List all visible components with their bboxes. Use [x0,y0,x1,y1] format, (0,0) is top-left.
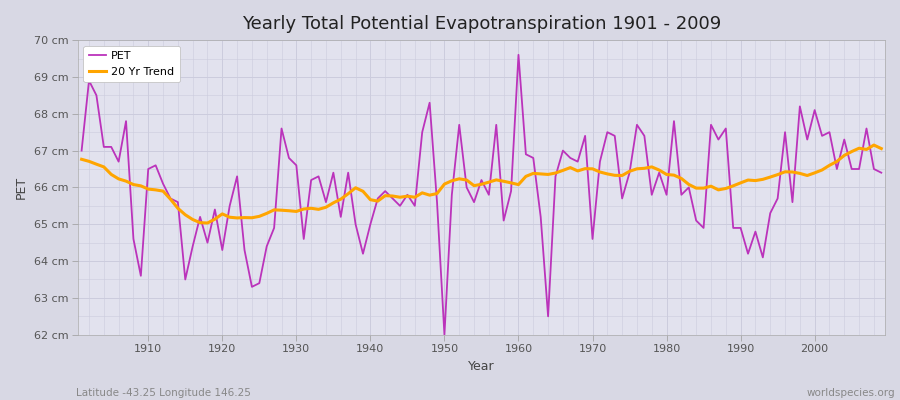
PET [513,52,524,57]
20 Yr Trend [76,157,87,162]
20 Yr Trend [350,185,361,190]
Text: worldspecies.org: worldspecies.org [807,388,896,398]
PET [298,236,309,241]
PET [520,152,531,157]
20 Yr Trend [520,174,531,179]
PET [343,170,354,175]
20 Yr Trend [876,146,886,151]
20 Yr Trend [306,206,317,211]
Y-axis label: PET: PET [15,176,28,199]
PET [876,170,886,175]
Legend: PET, 20 Yr Trend: PET, 20 Yr Trend [84,46,180,82]
20 Yr Trend [609,173,620,178]
20 Yr Trend [868,143,879,148]
PET [439,332,450,337]
PET [616,196,627,201]
20 Yr Trend [202,221,213,226]
PET [76,148,87,153]
PET [135,273,146,278]
Line: PET: PET [82,55,881,335]
20 Yr Trend [135,184,146,188]
PET [528,156,539,160]
X-axis label: Year: Year [468,360,495,373]
20 Yr Trend [513,182,524,187]
Line: 20 Yr Trend: 20 Yr Trend [82,145,881,223]
Title: Yearly Total Potential Evapotranspiration 1901 - 2009: Yearly Total Potential Evapotranspiratio… [242,15,721,33]
Text: Latitude -43.25 Longitude 146.25: Latitude -43.25 Longitude 146.25 [76,388,251,398]
